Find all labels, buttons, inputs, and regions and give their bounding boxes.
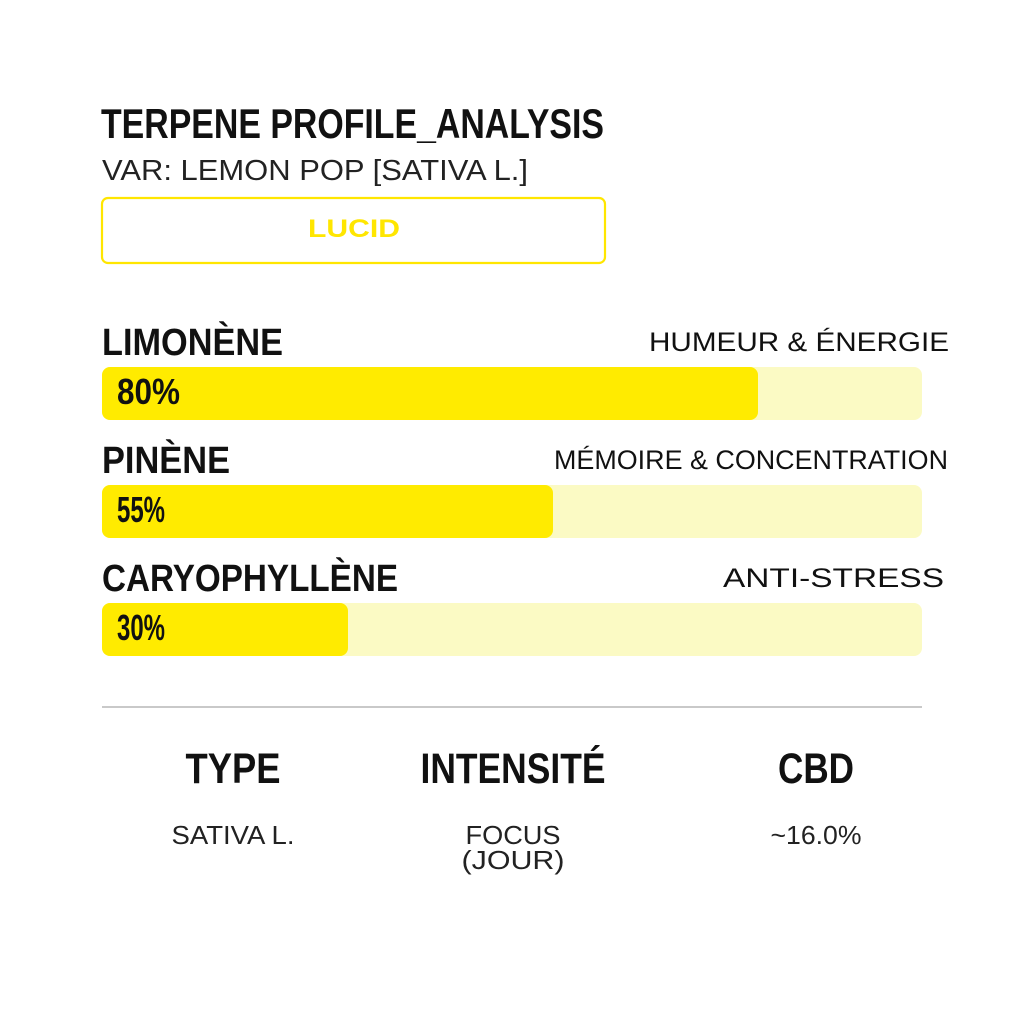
svg-text:INTENSITÉ: INTENSITÉ — [421, 745, 606, 793]
svg-text:30%: 30% — [117, 607, 165, 648]
svg-text:CARYOPHYLLÈNE: CARYOPHYLLÈNE — [102, 556, 398, 600]
svg-text:TERPENE PROFILE_ANALYSIS: TERPENE PROFILE_ANALYSIS — [101, 100, 604, 147]
svg-text:80%: 80% — [117, 371, 180, 412]
svg-text:ANTI-STRESS: ANTI-STRESS — [723, 563, 944, 593]
svg-text:LUCID: LUCID — [308, 215, 400, 243]
svg-text:HUMEUR & ÉNERGIE: HUMEUR & ÉNERGIE — [649, 327, 949, 357]
svg-text:CBD: CBD — [778, 745, 854, 793]
svg-text:MÉMOIRE & CONCENTRATION: MÉMOIRE & CONCENTRATION — [554, 445, 948, 475]
svg-text:PINÈNE: PINÈNE — [102, 438, 230, 482]
svg-text:SATIVA L.: SATIVA L. — [172, 820, 295, 850]
svg-text:TYPE: TYPE — [186, 745, 281, 793]
svg-text:VAR: LEMON POP [SATIVA L.]: VAR: LEMON POP [SATIVA L.] — [102, 155, 528, 187]
svg-text:55%: 55% — [117, 489, 165, 530]
svg-text:(JOUR): (JOUR) — [462, 845, 565, 875]
svg-text:LIMONÈNE: LIMONÈNE — [102, 320, 283, 364]
svg-text:~16.0%: ~16.0% — [771, 820, 862, 850]
